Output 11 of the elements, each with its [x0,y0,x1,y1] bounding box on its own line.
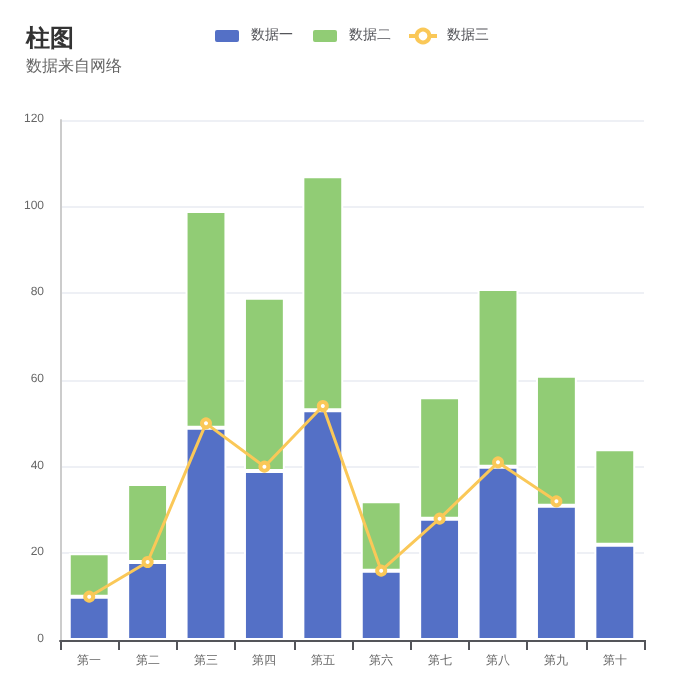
point [258,460,271,473]
point [200,417,212,430]
chart-title: 柱图 [24,24,74,52]
point [433,512,446,525]
point [141,556,154,568]
chart-subtitle: 数据来自网络 [26,57,122,75]
point [316,400,329,412]
point [375,564,388,577]
point [83,590,96,603]
point [492,456,504,469]
point [550,495,563,508]
